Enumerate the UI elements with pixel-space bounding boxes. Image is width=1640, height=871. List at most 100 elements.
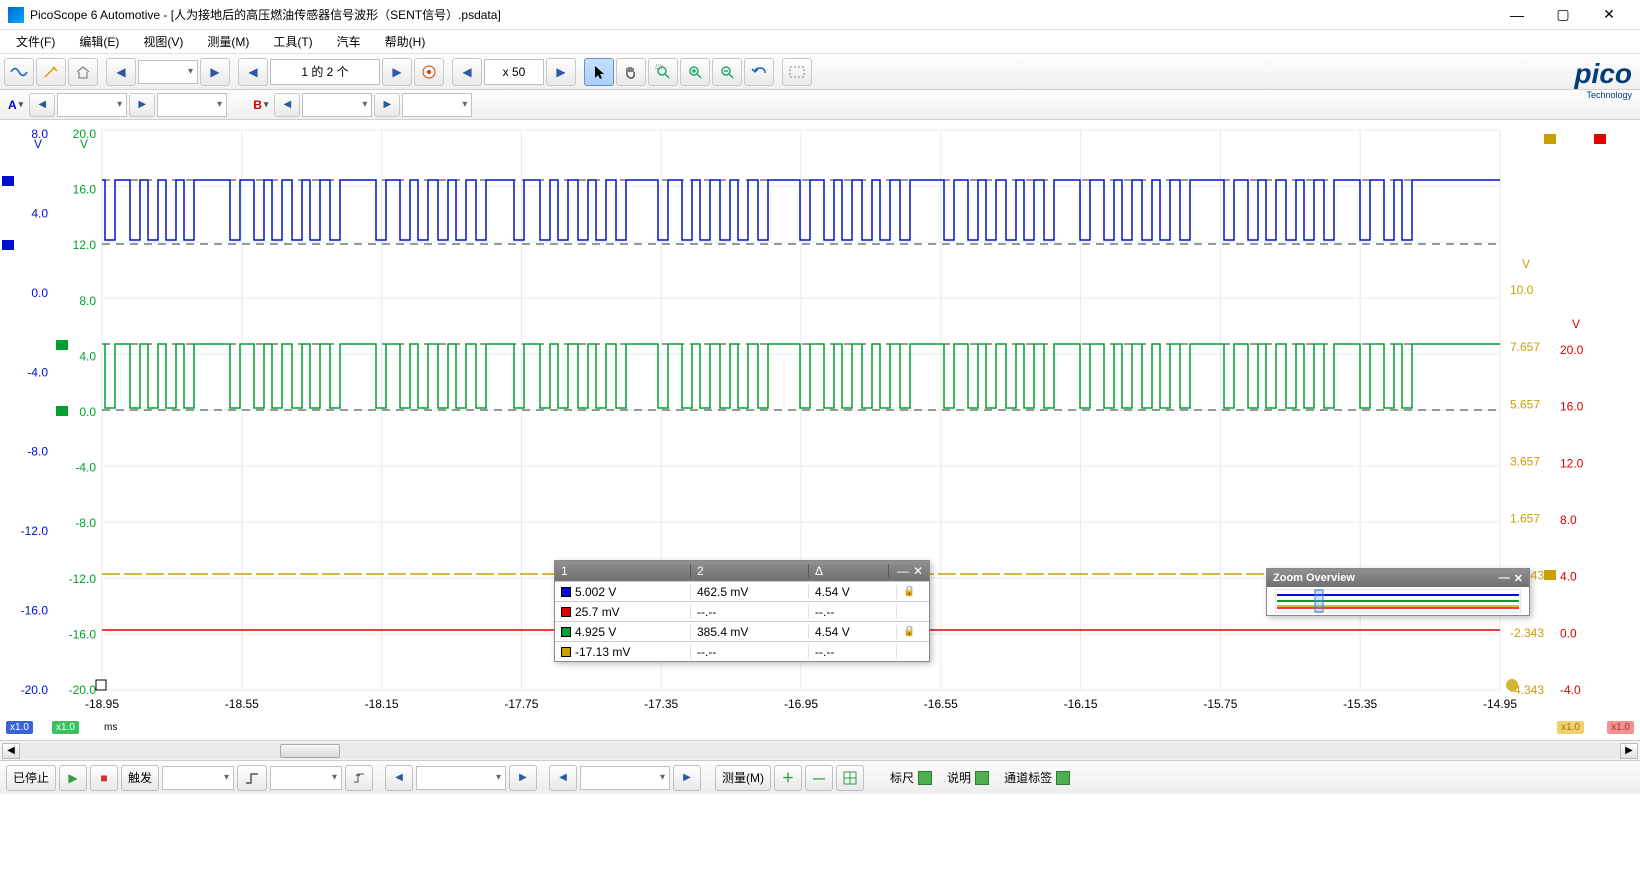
remove-measure-button[interactable]: — xyxy=(805,765,833,791)
minimize-button[interactable]: — xyxy=(1494,0,1540,30)
maximize-button[interactable]: ▢ xyxy=(1540,0,1586,30)
run-button[interactable]: ▶ xyxy=(59,765,87,791)
channel-color-swatch xyxy=(561,607,571,617)
pretrigger-combo[interactable] xyxy=(580,766,670,790)
chevron-down-icon: ▾ xyxy=(19,99,24,110)
buffer-prev-button[interactable]: ◀ xyxy=(238,58,268,86)
pretrig-prev-button[interactable]: ◀ xyxy=(549,765,577,791)
wand-icon xyxy=(43,65,59,79)
close-icon[interactable]: ✕ xyxy=(1514,572,1523,585)
zoom-next-button[interactable]: ▶ xyxy=(546,58,576,86)
toggle-on-icon xyxy=(1056,771,1070,785)
history-prev-button[interactable]: ◀ xyxy=(106,58,136,86)
measurements-header[interactable]: 1 2 Δ —✕ xyxy=(555,561,929,581)
run-status[interactable]: 已停止 xyxy=(6,765,56,791)
svg-text:-18.95: -18.95 xyxy=(85,697,119,711)
stop-button[interactable]: ■ xyxy=(90,765,118,791)
table-row[interactable]: 4.925 V385.4 mV4.54 V🔒 xyxy=(555,621,929,641)
scroll-left-button[interactable]: ◀ xyxy=(2,743,20,759)
zoom-out-button[interactable] xyxy=(712,58,742,86)
close-icon[interactable]: ✕ xyxy=(913,564,923,578)
menu-auto[interactable]: 汽车 xyxy=(327,31,371,52)
horizontal-scrollbar[interactable]: ◀ ▶ xyxy=(0,740,1640,760)
zoom-overview-header[interactable]: Zoom Overview —✕ xyxy=(1267,569,1529,587)
level-prev-button[interactable]: ◀ xyxy=(385,765,413,791)
channel-a-coupling[interactable] xyxy=(157,93,227,117)
edit-measure-button[interactable] xyxy=(836,765,864,791)
trigger-rising-button[interactable] xyxy=(345,765,373,791)
menu-measure[interactable]: 测量(M) xyxy=(197,31,259,52)
close-button[interactable]: ✕ xyxy=(1586,0,1632,30)
channel-b-next[interactable]: ▶ xyxy=(374,93,400,117)
buffer-info[interactable]: 1 的 2 个 xyxy=(270,59,380,85)
svg-text:8.0: 8.0 xyxy=(31,127,48,141)
channel-b-coupling[interactable] xyxy=(402,93,472,117)
scope-mode-button[interactable] xyxy=(4,58,34,86)
scroll-track[interactable] xyxy=(20,743,1620,759)
channel-a-label[interactable]: A▾ xyxy=(4,98,27,112)
home-icon xyxy=(75,65,91,79)
zoom-overview-panel[interactable]: Zoom Overview —✕ xyxy=(1266,568,1530,616)
persistence-button[interactable] xyxy=(36,58,66,86)
pointer-tool-button[interactable] xyxy=(584,58,614,86)
svg-text:4.0: 4.0 xyxy=(1560,570,1577,584)
add-measure-button[interactable]: ＋ xyxy=(774,765,802,791)
zoom-factor[interactable]: x 50 xyxy=(484,59,544,85)
badge-x1b[interactable]: x1.0 xyxy=(52,721,79,734)
undo-zoom-button[interactable] xyxy=(744,58,774,86)
marquee-button[interactable] xyxy=(782,58,812,86)
channel-a-prev[interactable]: ◀ xyxy=(29,93,55,117)
scroll-thumb[interactable] xyxy=(280,744,340,758)
svg-text:10.0: 10.0 xyxy=(1510,283,1534,297)
channel-b-label[interactable]: B▾ xyxy=(249,98,272,112)
measure-button[interactable]: 测量(M) xyxy=(715,765,771,791)
menu-view[interactable]: 视图(V) xyxy=(133,31,193,52)
badge-x1c[interactable]: x1.0 xyxy=(1557,721,1584,734)
ruler-toggle[interactable]: 标尺 xyxy=(884,765,938,791)
notes-toggle[interactable]: 说明 xyxy=(941,765,995,791)
menu-help[interactable]: 帮助(H) xyxy=(375,31,436,52)
svg-text:-16.0: -16.0 xyxy=(69,627,97,641)
channel-a-range[interactable] xyxy=(57,93,127,117)
chart-area[interactable]: -18.95-18.55-18.15-17.75-17.35-16.95-16.… xyxy=(0,120,1640,740)
table-row[interactable]: 5.002 V462.5 mV4.54 V🔒 xyxy=(555,581,929,601)
badge-ms: ms xyxy=(100,721,121,734)
channel-a-next[interactable]: ▶ xyxy=(129,93,155,117)
menu-file[interactable]: 文件(F) xyxy=(6,31,65,52)
menu-tools[interactable]: 工具(T) xyxy=(263,31,322,52)
zoom-overview-body[interactable] xyxy=(1267,587,1529,615)
history-combo[interactable] xyxy=(138,60,198,84)
chlabels-toggle[interactable]: 通道标签 xyxy=(998,765,1076,791)
hand-tool-button[interactable] xyxy=(616,58,646,86)
meas-cell-delta: 4.54 V xyxy=(809,625,897,639)
table-row[interactable]: 25.7 mV--.----.-- xyxy=(555,601,929,621)
level-next-button[interactable]: ▶ xyxy=(509,765,537,791)
zoom-prev-button[interactable]: ◀ xyxy=(452,58,482,86)
channel-b-range[interactable] xyxy=(302,93,372,117)
trigger-label[interactable]: 触发 xyxy=(121,765,159,791)
zoom-in-button[interactable] xyxy=(680,58,710,86)
zoom-area-button[interactable] xyxy=(648,58,678,86)
scroll-right-button[interactable]: ▶ xyxy=(1620,743,1638,759)
toolbar-main: ◀ ▶ ◀ 1 的 2 个 ▶ ◀ x 50 ▶ xyxy=(0,54,1640,90)
target-button[interactable] xyxy=(414,58,444,86)
svg-text:16.0: 16.0 xyxy=(73,183,97,197)
channel-b-prev[interactable]: ◀ xyxy=(274,93,300,117)
trigger-mode-combo[interactable] xyxy=(162,766,234,790)
minimize-icon[interactable]: — xyxy=(897,564,909,578)
measurements-panel[interactable]: 1 2 Δ —✕ 5.002 V462.5 mV4.54 V🔒25.7 mV--… xyxy=(554,560,930,662)
menu-edit[interactable]: 编辑(E) xyxy=(69,31,129,52)
triangle-right-icon: ▶ xyxy=(138,99,146,110)
badge-x1a[interactable]: x1.0 xyxy=(6,721,33,734)
table-row[interactable]: -17.13 mV--.----.-- xyxy=(555,641,929,661)
buffer-next-button[interactable]: ▶ xyxy=(382,58,412,86)
home-button[interactable] xyxy=(68,58,98,86)
minimize-icon[interactable]: — xyxy=(1499,572,1510,585)
trigger-edge-button[interactable] xyxy=(237,765,267,791)
meas-col-delta: Δ xyxy=(809,564,889,578)
history-next-button[interactable]: ▶ xyxy=(200,58,230,86)
pretrig-next-button[interactable]: ▶ xyxy=(673,765,701,791)
badge-x1d[interactable]: x1.0 xyxy=(1607,721,1634,734)
trigger-source-combo[interactable] xyxy=(270,766,342,790)
trigger-level-combo[interactable] xyxy=(416,766,506,790)
